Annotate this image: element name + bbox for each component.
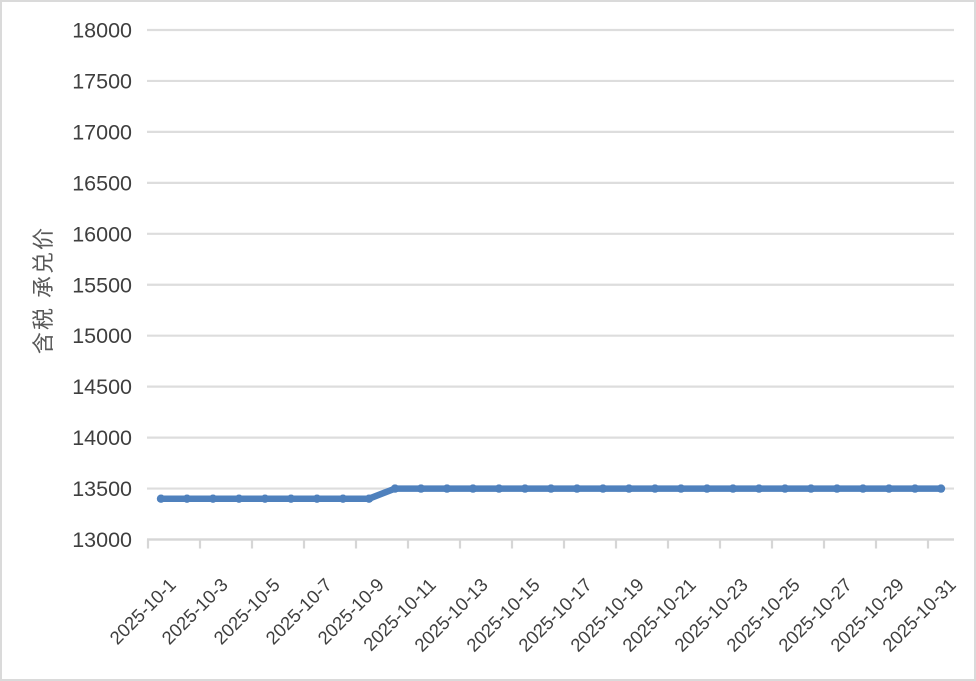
y-tick-label: 15000 xyxy=(72,324,132,348)
y-tick-label: 17500 xyxy=(72,69,132,93)
y-tick-label: 14000 xyxy=(72,426,132,450)
y-tick-label: 15500 xyxy=(72,273,132,297)
y-tick-label: 16000 xyxy=(72,222,132,246)
y-tick-label: 14500 xyxy=(72,375,132,399)
y-tick-label: 16500 xyxy=(72,171,132,195)
y-tick-label: 17000 xyxy=(72,120,132,144)
y-tick-label: 13000 xyxy=(72,528,132,552)
series-line xyxy=(157,485,945,502)
y-tick-label: 18000 xyxy=(72,19,132,43)
y-tick-label: 13500 xyxy=(72,477,132,501)
